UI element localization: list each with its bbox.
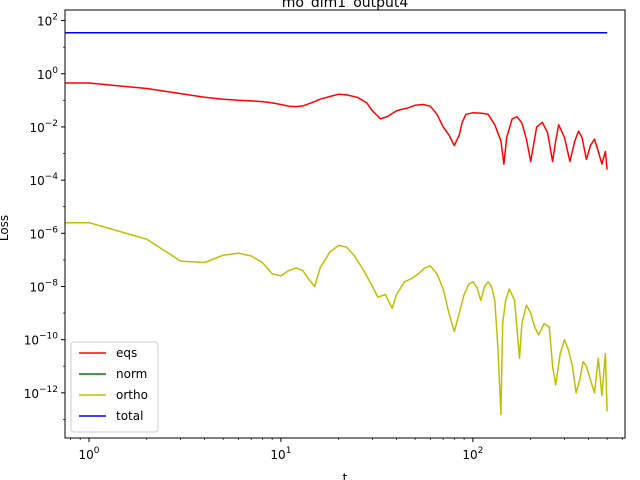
legend-label-eqs: eqs xyxy=(116,346,137,360)
series-line-ortho xyxy=(65,221,608,416)
legend-box xyxy=(70,341,159,433)
series-line-eqs xyxy=(65,82,608,170)
x-tick-label: 100 xyxy=(78,446,99,462)
y-tick-label: 10−6 xyxy=(29,225,58,241)
y-tick-label: 100 xyxy=(37,66,58,82)
y-tick-label: 10−12 xyxy=(24,385,58,401)
x-axis: 100 101 102 xyxy=(70,438,623,462)
legend-label-norm: norm xyxy=(116,367,147,381)
plot-frame xyxy=(64,9,626,439)
y-tick-label: 10−2 xyxy=(29,119,58,135)
y-tick-label: 10−4 xyxy=(29,172,58,188)
y-axis-label: Loss xyxy=(0,215,11,241)
series-layer xyxy=(65,31,608,416)
x-axis-label: t xyxy=(343,471,348,480)
y-tick-label: 102 xyxy=(37,13,58,29)
legend-label-total: total xyxy=(116,409,143,423)
legend-label-ortho: ortho xyxy=(116,388,148,402)
legend: eqs norm ortho total xyxy=(70,341,159,433)
y-tick-label: 10−8 xyxy=(29,278,58,294)
y-axis: 102 100 10−2 10−4 10−6 10−8 10−10 10−12 xyxy=(24,13,65,420)
x-tick-label: 102 xyxy=(462,446,483,462)
x-tick-label: 101 xyxy=(270,446,291,462)
chart-title: mo_dim1_output4 xyxy=(282,0,409,11)
y-tick-label: 10−10 xyxy=(24,332,59,348)
